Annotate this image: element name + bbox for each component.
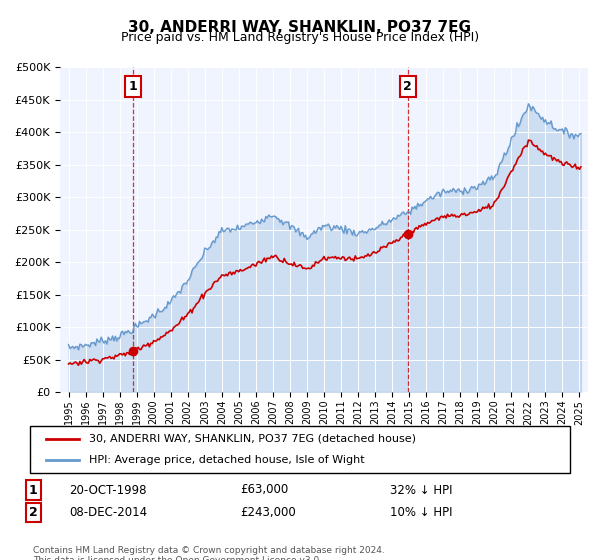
Text: £243,000: £243,000 — [240, 506, 296, 519]
Text: 10% ↓ HPI: 10% ↓ HPI — [390, 506, 452, 519]
FancyBboxPatch shape — [30, 426, 570, 473]
Text: 2: 2 — [403, 80, 412, 93]
Text: £63,000: £63,000 — [240, 483, 288, 497]
Text: Contains HM Land Registry data © Crown copyright and database right 2024.
This d: Contains HM Land Registry data © Crown c… — [33, 546, 385, 560]
Text: 08-DEC-2014: 08-DEC-2014 — [69, 506, 147, 519]
Text: 20-OCT-1998: 20-OCT-1998 — [69, 483, 146, 497]
Text: Price paid vs. HM Land Registry's House Price Index (HPI): Price paid vs. HM Land Registry's House … — [121, 31, 479, 44]
Text: 30, ANDERRI WAY, SHANKLIN, PO37 7EG: 30, ANDERRI WAY, SHANKLIN, PO37 7EG — [128, 20, 472, 35]
Text: 30, ANDERRI WAY, SHANKLIN, PO37 7EG (detached house): 30, ANDERRI WAY, SHANKLIN, PO37 7EG (det… — [89, 434, 416, 444]
Text: 2: 2 — [29, 506, 37, 519]
Text: 1: 1 — [129, 80, 137, 93]
Text: 32% ↓ HPI: 32% ↓ HPI — [390, 483, 452, 497]
Text: HPI: Average price, detached house, Isle of Wight: HPI: Average price, detached house, Isle… — [89, 455, 365, 465]
Text: 1: 1 — [29, 483, 37, 497]
